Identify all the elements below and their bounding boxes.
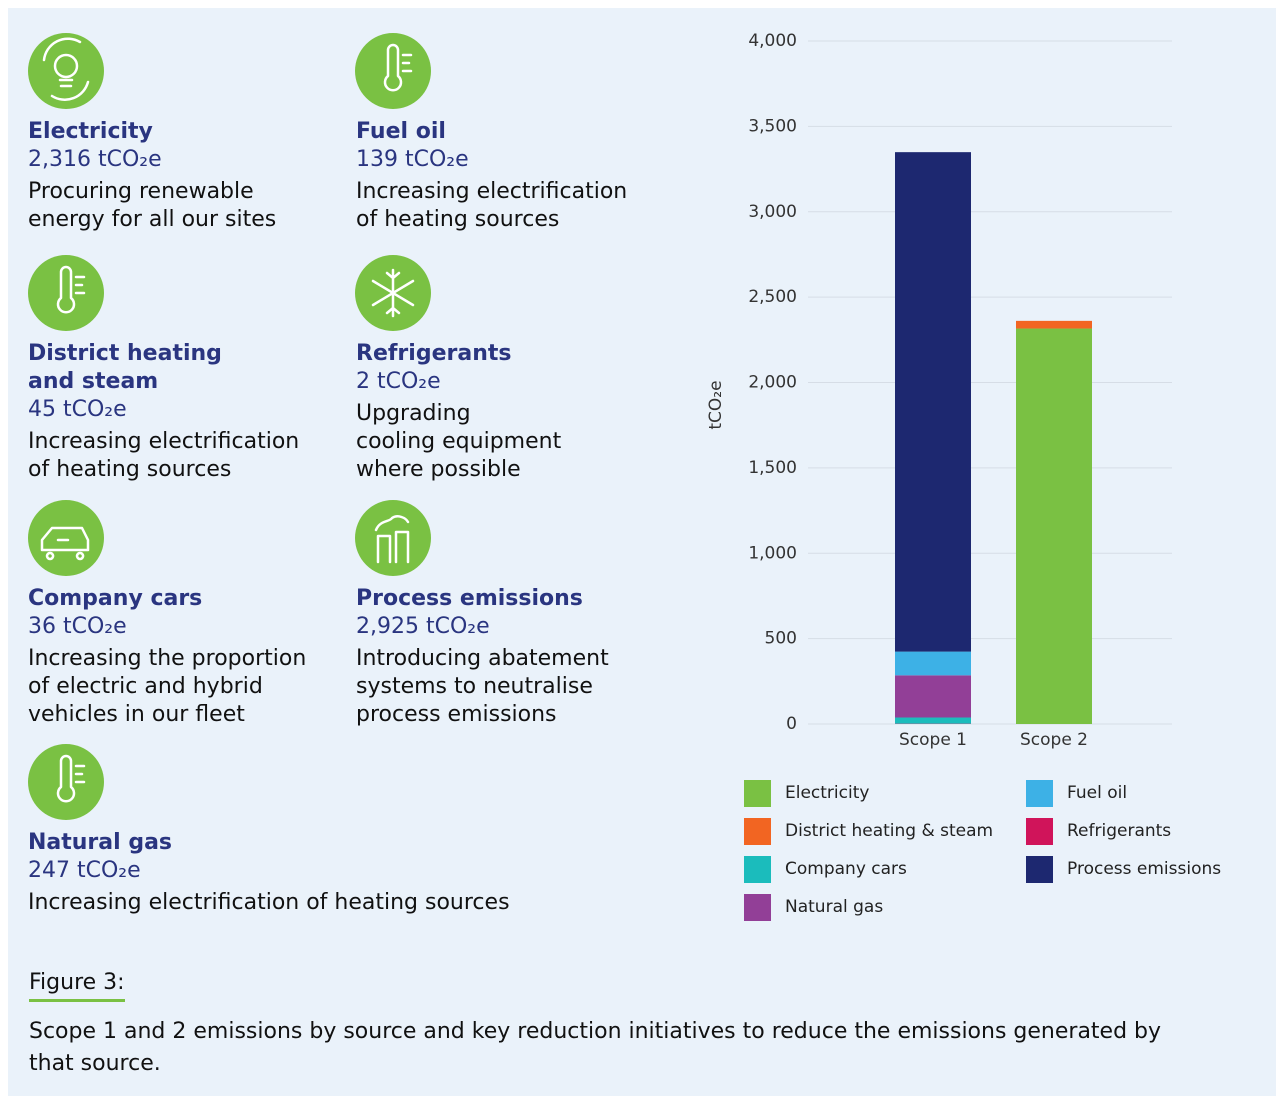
legend-swatch <box>744 780 771 807</box>
description-line: where possible <box>356 457 521 482</box>
figure-caption: Scope 1 and 2 emissions by source and ke… <box>29 1016 1161 1080</box>
bar-segment <box>895 675 971 718</box>
description-line: cooling equipment <box>356 429 562 454</box>
legend-label: Process emissions <box>1067 859 1221 879</box>
legend-label: Natural gas <box>785 897 883 917</box>
item-amount: 2,316 tCO₂e <box>28 147 162 172</box>
item-name: Process emissions <box>356 585 676 613</box>
name-line: Process emissions <box>356 586 583 611</box>
item-amount: 247 tCO₂e <box>28 858 141 883</box>
icon-car <box>28 500 104 576</box>
legend-label: Company cars <box>785 859 907 879</box>
item-name: Company cars <box>28 585 348 613</box>
item-description: Upgrading cooling equipment where possible <box>356 400 676 484</box>
item-amount: 139 tCO₂e <box>356 147 469 172</box>
bar-segment <box>895 152 971 652</box>
bar-segment <box>1016 320 1092 329</box>
item-description: Procuring renewable energy for all our si… <box>28 178 348 234</box>
item-name: Refrigerants <box>356 340 676 368</box>
x-tick-label: Scope 2 <box>1020 730 1088 750</box>
figure: Figure 3: Scope 1 and 2 emissions by sou… <box>29 970 1161 1080</box>
description-line: Increasing electrification of heating so… <box>28 890 510 915</box>
icon-thermometer <box>355 33 431 109</box>
bar-segment <box>895 651 971 676</box>
description-line: Upgrading <box>356 401 471 426</box>
icon-thermometer <box>28 255 104 331</box>
name-line: Refrigerants <box>356 341 512 366</box>
item-description: Increasing electrification of heating sou… <box>28 428 348 484</box>
legend-label: Refrigerants <box>1067 821 1171 841</box>
y-tick-label: 3,500 <box>748 116 797 136</box>
item-amount: 36 tCO₂e <box>28 614 127 639</box>
description-line: systems to neutralise <box>356 674 593 699</box>
item: Fuel oil 139 tCO₂e Increasing electrificat… <box>356 118 676 234</box>
icon-factory <box>355 500 431 576</box>
icon-thermometer <box>28 744 104 820</box>
legend-label: Electricity <box>785 783 869 803</box>
legend-swatch <box>744 894 771 921</box>
caption-line: that source. <box>29 1051 161 1076</box>
item-amount: 45 tCO₂e <box>28 397 127 422</box>
x-tick-label: Scope 1 <box>899 730 967 750</box>
item-name: Electricity <box>28 118 348 146</box>
item-amount: 2,925 tCO₂e <box>356 614 490 639</box>
description-line: vehicles in our fleet <box>28 702 245 727</box>
bar-segment <box>1016 328 1092 724</box>
item-amount: 2 tCO₂e <box>356 369 441 394</box>
y-tick-label: 2,000 <box>748 373 797 393</box>
name-line: District heating <box>28 341 222 366</box>
y-tick-label: 0 <box>786 714 797 734</box>
y-tick-label: 1,000 <box>748 543 797 563</box>
y-axis-label: tCO₂e <box>706 380 726 429</box>
legend-swatch <box>1026 818 1053 845</box>
description-line: Introducing abatement <box>356 646 609 671</box>
item-description: Increasing electrification of heating so… <box>28 889 628 917</box>
legend-swatch <box>744 856 771 883</box>
caption-line: Scope 1 and 2 emissions by source and ke… <box>29 1019 1162 1044</box>
legend-swatch <box>1026 856 1053 883</box>
description-line: of heating sources <box>28 457 232 482</box>
item: Process emissions 2,925 tCO₂e Introducing … <box>356 585 676 729</box>
item-description: Increasing electrification of heating sou… <box>356 178 676 234</box>
legend-label: District heating & steam <box>785 821 993 841</box>
description-line: process emissions <box>356 702 557 727</box>
item-name: Natural gas <box>28 829 628 857</box>
y-tick-label: 2,500 <box>748 287 797 307</box>
item: District heating and steam 45 tCO₂e Increas… <box>28 340 348 484</box>
item-description: Increasing the proportion of electric and… <box>28 645 348 729</box>
description-line: Increasing electrification <box>356 179 628 204</box>
legend-swatch <box>744 818 771 845</box>
y-tick-label: 1,500 <box>748 458 797 478</box>
bar-segment <box>895 717 971 724</box>
description-line: Procuring renewable <box>28 179 254 204</box>
item: Company cars 36 tCO₂e Increasing the propo… <box>28 585 348 729</box>
y-tick-label: 4,000 <box>748 31 797 51</box>
name-line: Electricity <box>28 119 153 144</box>
name-line: Natural gas <box>28 830 173 855</box>
description-line: Increasing electrification <box>28 429 300 454</box>
description-line: of electric and hybrid <box>28 674 263 699</box>
legend-swatch <box>1026 780 1053 807</box>
legend-label: Fuel oil <box>1067 783 1127 803</box>
description-line: energy for all our sites <box>28 207 277 232</box>
icon-bulb <box>28 33 104 109</box>
item: Refrigerants 2 tCO₂e Upgrading cooling equi… <box>356 340 676 484</box>
figure-label: Figure 3: <box>29 970 125 1002</box>
item: Electricity 2,316 tCO₂e Procuring renewabl… <box>28 118 348 234</box>
name-line: and steam <box>28 369 159 394</box>
item-name: District heating and steam <box>28 340 348 396</box>
description-line: Increasing the proportion <box>28 646 307 671</box>
item-description: Introducing abatement systems to neutrali… <box>356 645 676 729</box>
item: Natural gas 247 tCO₂e Increasing electrifi… <box>28 829 628 917</box>
name-line: Fuel oil <box>356 119 446 144</box>
y-tick-label: 3,000 <box>748 202 797 222</box>
icon-snowflake <box>355 255 431 331</box>
y-tick-label: 500 <box>765 629 797 649</box>
description-line: of heating sources <box>356 207 560 232</box>
item-name: Fuel oil <box>356 118 676 146</box>
name-line: Company cars <box>28 586 203 611</box>
